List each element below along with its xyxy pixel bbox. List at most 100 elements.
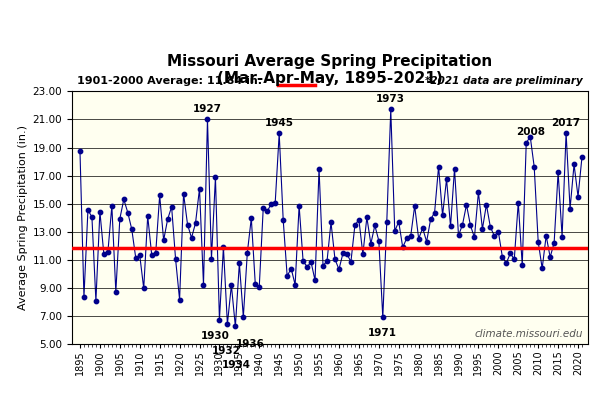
Point: [557, 233, 567, 240]
Point: [406, 233, 415, 239]
Point: [143, 213, 152, 220]
Text: 1930: 1930: [201, 331, 230, 341]
Point: [521, 139, 531, 146]
Point: [123, 209, 133, 216]
Point: [346, 259, 356, 265]
Point: [314, 166, 324, 172]
Point: [362, 214, 371, 221]
Point: [378, 314, 388, 321]
Point: [155, 192, 164, 199]
Point: [338, 250, 348, 256]
Point: [283, 273, 292, 279]
Title: Missouri Average Spring Precipitation
(Mar-Apr-May, 1895-2021): Missouri Average Spring Precipitation (M…: [167, 54, 493, 86]
Point: [538, 265, 547, 272]
Point: [206, 255, 216, 262]
Point: [175, 296, 184, 303]
Point: [95, 208, 104, 215]
Point: [478, 226, 487, 232]
Point: [295, 203, 304, 209]
Point: [430, 209, 439, 216]
Point: [103, 249, 113, 256]
Point: [342, 251, 352, 257]
Point: [298, 258, 308, 264]
Point: [259, 205, 268, 211]
Point: [450, 166, 460, 172]
Point: [83, 207, 93, 213]
Point: [91, 298, 101, 304]
Point: [302, 264, 312, 270]
Point: [203, 116, 212, 122]
Point: [230, 323, 240, 330]
Point: [274, 130, 284, 137]
Point: [183, 221, 193, 228]
Point: [271, 199, 280, 206]
Point: [215, 316, 224, 323]
Point: [242, 249, 252, 256]
Point: [250, 281, 260, 288]
Point: [239, 314, 248, 320]
Point: [442, 176, 451, 182]
Text: 1936: 1936: [236, 339, 265, 349]
Y-axis label: Average Spring Precipitation (in.): Average Spring Precipitation (in.): [19, 125, 28, 310]
Point: [322, 258, 332, 264]
Point: [111, 288, 121, 295]
Point: [115, 215, 125, 222]
Point: [147, 251, 157, 258]
Point: [418, 225, 427, 232]
Text: 2017: 2017: [551, 117, 581, 127]
Point: [466, 222, 475, 229]
Point: [159, 237, 169, 244]
Point: [573, 193, 583, 200]
Point: [482, 201, 491, 208]
Point: [473, 189, 483, 195]
Point: [569, 161, 579, 168]
Point: [131, 255, 140, 261]
Point: [211, 174, 220, 181]
Point: [223, 321, 232, 327]
Point: [119, 196, 128, 203]
Text: 1934: 1934: [222, 360, 251, 370]
Point: [278, 216, 288, 223]
Point: [171, 256, 181, 263]
Point: [79, 293, 89, 300]
Point: [350, 222, 360, 229]
Text: 1971: 1971: [368, 328, 397, 338]
Text: 1932: 1932: [212, 346, 241, 356]
Point: [422, 238, 431, 245]
Point: [561, 130, 571, 137]
Point: [187, 234, 196, 241]
Point: [374, 237, 383, 244]
Point: [454, 232, 463, 239]
Point: [318, 262, 328, 269]
Text: *2021 data are preliminary: *2021 data are preliminary: [425, 76, 583, 86]
Point: [414, 235, 424, 242]
Point: [306, 259, 316, 266]
Point: [438, 212, 448, 219]
Point: [179, 190, 188, 197]
Point: [533, 239, 543, 245]
Text: 1901-2000 Average: 11.84 in.: 1901-2000 Average: 11.84 in.: [77, 76, 262, 86]
Point: [358, 251, 368, 257]
Point: [334, 266, 344, 273]
Point: [167, 203, 176, 210]
Text: climate.missouri.edu: climate.missouri.edu: [475, 330, 583, 339]
Point: [394, 218, 404, 225]
Point: [235, 260, 244, 266]
Point: [514, 199, 523, 206]
Point: [502, 260, 511, 266]
Text: 1927: 1927: [193, 104, 222, 114]
Point: [326, 219, 336, 226]
Point: [366, 240, 376, 247]
Point: [99, 251, 109, 258]
Point: [163, 216, 172, 222]
Point: [195, 186, 205, 192]
Point: [386, 106, 395, 113]
Point: [191, 220, 200, 227]
Point: [354, 216, 364, 223]
Point: [310, 277, 320, 284]
Point: [382, 219, 392, 225]
Point: [199, 281, 208, 288]
Point: [541, 232, 551, 239]
Point: [75, 148, 85, 154]
Point: [262, 208, 272, 215]
